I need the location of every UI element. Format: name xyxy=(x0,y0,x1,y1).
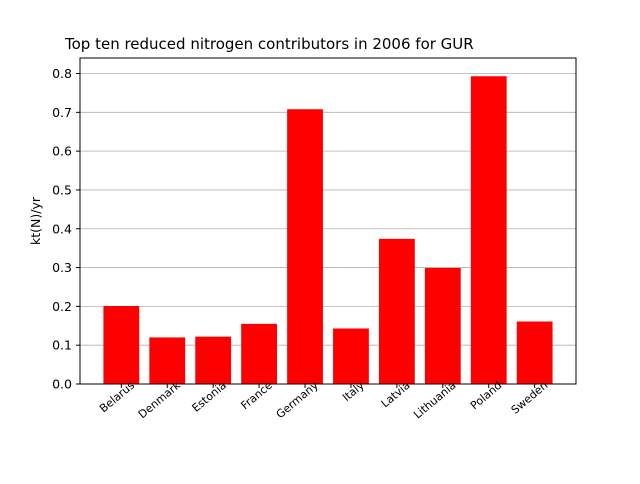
y-tick-label: 0.2 xyxy=(52,299,72,314)
bar-sweden xyxy=(516,321,553,384)
gridlines xyxy=(80,73,576,346)
bar-italy xyxy=(333,328,369,384)
plot-frame xyxy=(79,57,577,385)
bar-germany xyxy=(287,109,323,384)
bar-lithuania xyxy=(424,267,461,384)
y-tick-label: 0.3 xyxy=(52,260,72,275)
bar-france xyxy=(241,323,278,384)
y-tick-label: 0.0 xyxy=(52,377,72,392)
x-tick-label: Denmark xyxy=(136,378,184,421)
bar-belarus xyxy=(103,305,140,384)
bar-latvia xyxy=(378,238,415,384)
y-tick-label: 0.5 xyxy=(52,182,72,197)
bar-poland xyxy=(470,76,507,384)
x-tick-label: Lithuania xyxy=(411,379,458,422)
bars xyxy=(103,76,553,384)
bar-estonia xyxy=(195,336,232,384)
y-tick-label: 0.1 xyxy=(52,338,72,353)
y-tick-label: 0.6 xyxy=(52,144,72,159)
bar-denmark xyxy=(149,337,186,384)
y-tick-label: 0.4 xyxy=(52,221,72,236)
y-tick-label: 0.7 xyxy=(52,105,72,120)
x-tick-label: Germany xyxy=(274,378,321,421)
y-axis-label: kt(N)/yr xyxy=(28,196,43,245)
y-axis-ticks: 0.0 0.1 0.2 0.3 0.4 0.5 0.6 0.7 0.8 xyxy=(52,66,80,392)
chart-title: Top ten reduced nitrogen contributors in… xyxy=(64,35,474,53)
y-tick-label: 0.8 xyxy=(52,66,72,81)
